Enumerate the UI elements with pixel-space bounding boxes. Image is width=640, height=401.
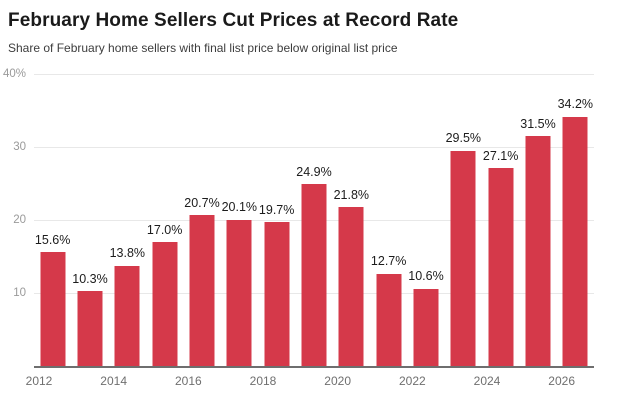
bar-slot-2015: 17.0% [146,74,183,367]
bar-slot-2019: 24.9% [295,74,332,367]
bar-2013[interactable] [77,291,103,367]
bar-value-label-2018: 19.7% [258,202,295,217]
bar-2018[interactable] [264,222,290,367]
bar-value-label-2024: 27.1% [482,148,519,163]
bar-value-label-2020: 21.8% [333,187,370,202]
x-tick-label-2024: 2024 [473,374,501,389]
bar-2014[interactable] [114,265,140,367]
bar-value-label-2019: 24.9% [296,164,332,179]
bar-2017[interactable] [226,219,252,367]
bar-2015[interactable] [152,242,178,367]
gridline-30 [34,147,594,149]
plot-area: 10 20 30 40% 15.6% 10.3% 13.8% 17.0% 20.7% 20.1% 1… [3,68,594,369]
chart-subtitle: Share of February home sellers with fina… [8,40,398,55]
bar-slot-2025: 31.5% [519,74,556,367]
bar-2016[interactable] [189,215,215,367]
x-tick-label-2012: 2012 [25,374,53,389]
x-tick-label-2018: 2018 [249,374,277,389]
bar-value-label-2025: 31.5% [520,116,556,131]
bar-2012[interactable] [40,252,66,367]
bar-slot-2024: 27.1% [482,74,519,367]
bar-slot-2020: 21.8% [333,74,370,367]
x-tick-label-2016: 2016 [174,374,202,389]
bar-2024[interactable] [488,168,514,367]
bar-chart: 10 20 30 40% 15.6% 10.3% 13.8% 17.0% 20.7% 20.1% 1… [3,68,594,390]
bar-value-label-2017: 20.1% [221,200,258,215]
bar-value-label-2013: 10.3% [72,271,108,286]
bar-slot-2026: 34.2% [557,74,594,367]
x-tick-label-2026: 2026 [548,374,576,389]
bar-slot-2013: 10.3% [71,74,108,367]
gridline-40 [34,74,594,76]
bar-slot-2021: 12.7% [370,74,407,367]
bar-2022[interactable] [413,288,439,367]
bar-value-label-2022: 10.6% [408,269,444,284]
bar-slot-2014: 13.8% [109,74,146,367]
y-axis-label-40: 40% [2,67,26,80]
x-tick-label-2020: 2020 [324,374,352,389]
bar-value-label-2026: 34.2% [557,97,594,112]
bar-slot-2016: 20.7% [183,74,220,367]
bar-2025[interactable] [525,136,551,367]
y-axis-label-20: 20 [13,213,26,226]
bar-value-label-2015: 17.0% [146,222,183,237]
bar-2019[interactable] [301,184,327,367]
x-tick-label-2014: 2014 [100,374,128,389]
bar-2021[interactable] [376,273,402,367]
bar-slot-2017: 20.1% [221,74,258,367]
x-axis: 2012 2014 2016 2018 2020 2022 2024 2026 [26,368,594,390]
bar-slot-2023: 29.5% [445,74,482,367]
bar-2020[interactable] [338,207,364,367]
bar-value-label-2012: 15.6% [34,232,71,247]
bar-slot-2012: 15.6% [34,74,71,367]
bar-slot-2022: 10.6% [407,74,444,367]
bar-2023[interactable] [450,150,476,367]
x-tick-label-2022: 2022 [398,374,426,389]
bar-value-label-2014: 13.8% [109,246,146,260]
bar-value-label-2023: 29.5% [445,131,482,146]
bar-value-label-2021: 12.7% [370,254,407,269]
chart-header: February Home Sellers Cut Prices at Reco… [0,0,640,55]
y-axis-label-10: 10 [13,286,26,299]
bar-value-label-2016: 20.7% [184,195,220,210]
bar-2026[interactable] [562,116,588,367]
y-axis-label-30: 30 [13,140,26,153]
chart-title: February Home Sellers Cut Prices at Reco… [8,10,459,31]
bar-slot-2018: 19.7% [258,74,295,367]
